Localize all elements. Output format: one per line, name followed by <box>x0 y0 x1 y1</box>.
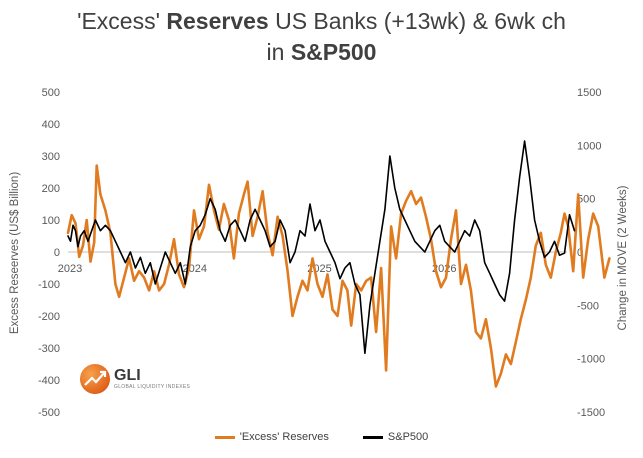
left-tick-label: -500 <box>38 407 60 419</box>
right-tick-label: -1500 <box>577 407 605 419</box>
left-tick-label: -100 <box>38 279 60 291</box>
x-tick-label: 2023 <box>58 263 82 275</box>
left-tick-label: 0 <box>54 247 60 259</box>
title-part-1: 'Excess' <box>77 8 167 34</box>
logo-arrow-icon <box>84 370 107 386</box>
logo-globe-icon <box>80 364 110 394</box>
right-tick-label: 500 <box>577 194 595 206</box>
left-tick-label: -200 <box>38 311 60 323</box>
legend-label-reserves: 'Excess' Reserves <box>239 431 329 443</box>
x-axis-ticks: 2023 2024 2025 2026 <box>58 263 457 275</box>
logo-tagline: GLOBAL LIQUIDITY INDEXES <box>114 384 191 390</box>
legend-item-reserves: 'Excess' Reserves <box>214 431 329 443</box>
left-tick-label: -300 <box>38 343 60 355</box>
title-part-2: Reserves <box>166 8 269 34</box>
title-line-1: 'Excess' Reserves US Banks (+13wk) & 6wk… <box>0 6 643 37</box>
right-axis-ticks: -1500 -1000 -500 0 500 1000 1500 <box>577 87 605 419</box>
title-part-5: S&P500 <box>290 39 377 65</box>
left-tick-label: 300 <box>42 151 60 163</box>
x-tick-label: 2026 <box>432 263 456 275</box>
gli-logo: GLI GLOBAL LIQUIDITY INDEXES <box>80 364 190 394</box>
legend-label-sp500: S&P500 <box>387 431 429 443</box>
series-layer <box>66 140 611 388</box>
right-tick-label: -500 <box>577 300 599 312</box>
logo-text: GLI GLOBAL LIQUIDITY INDEXES <box>114 367 191 391</box>
left-tick-label: -400 <box>38 375 60 387</box>
series-line-excess-reserves <box>66 164 611 388</box>
legend-item-sp500: S&P500 <box>362 431 429 443</box>
title-part-4: in <box>266 39 291 65</box>
right-tick-label: 0 <box>577 247 583 259</box>
legend-swatch-sp500 <box>362 435 383 439</box>
left-tick-label: 400 <box>42 119 60 131</box>
left-axis-title: Excess Reseerves (US$ Billion) <box>9 172 21 335</box>
legend: 'Excess' Reserves S&P500 <box>0 431 643 443</box>
logo-name: GLI <box>114 367 141 384</box>
right-tick-label: 1500 <box>577 87 601 99</box>
right-tick-label: 1000 <box>577 140 601 152</box>
left-axis-ticks: -500 -400 -300 -200 -100 0 100 200 300 400 500 <box>38 87 60 419</box>
left-tick-label: 200 <box>42 183 60 195</box>
legend-swatch-reserves <box>214 435 235 439</box>
title-line-2: in S&P500 <box>0 37 643 68</box>
chart-title: 'Excess' Reserves US Banks (+13wk) & 6wk… <box>0 6 643 68</box>
left-tick-label: 500 <box>42 87 60 99</box>
right-tick-label: -1000 <box>577 354 605 366</box>
left-tick-label: 100 <box>42 215 60 227</box>
right-axis-title: Change in MOVE (2 Weeks) <box>617 185 629 330</box>
series-line-sp500 <box>67 140 576 355</box>
title-part-3: US Banks (+13wk) & 6wk ch <box>268 8 566 34</box>
